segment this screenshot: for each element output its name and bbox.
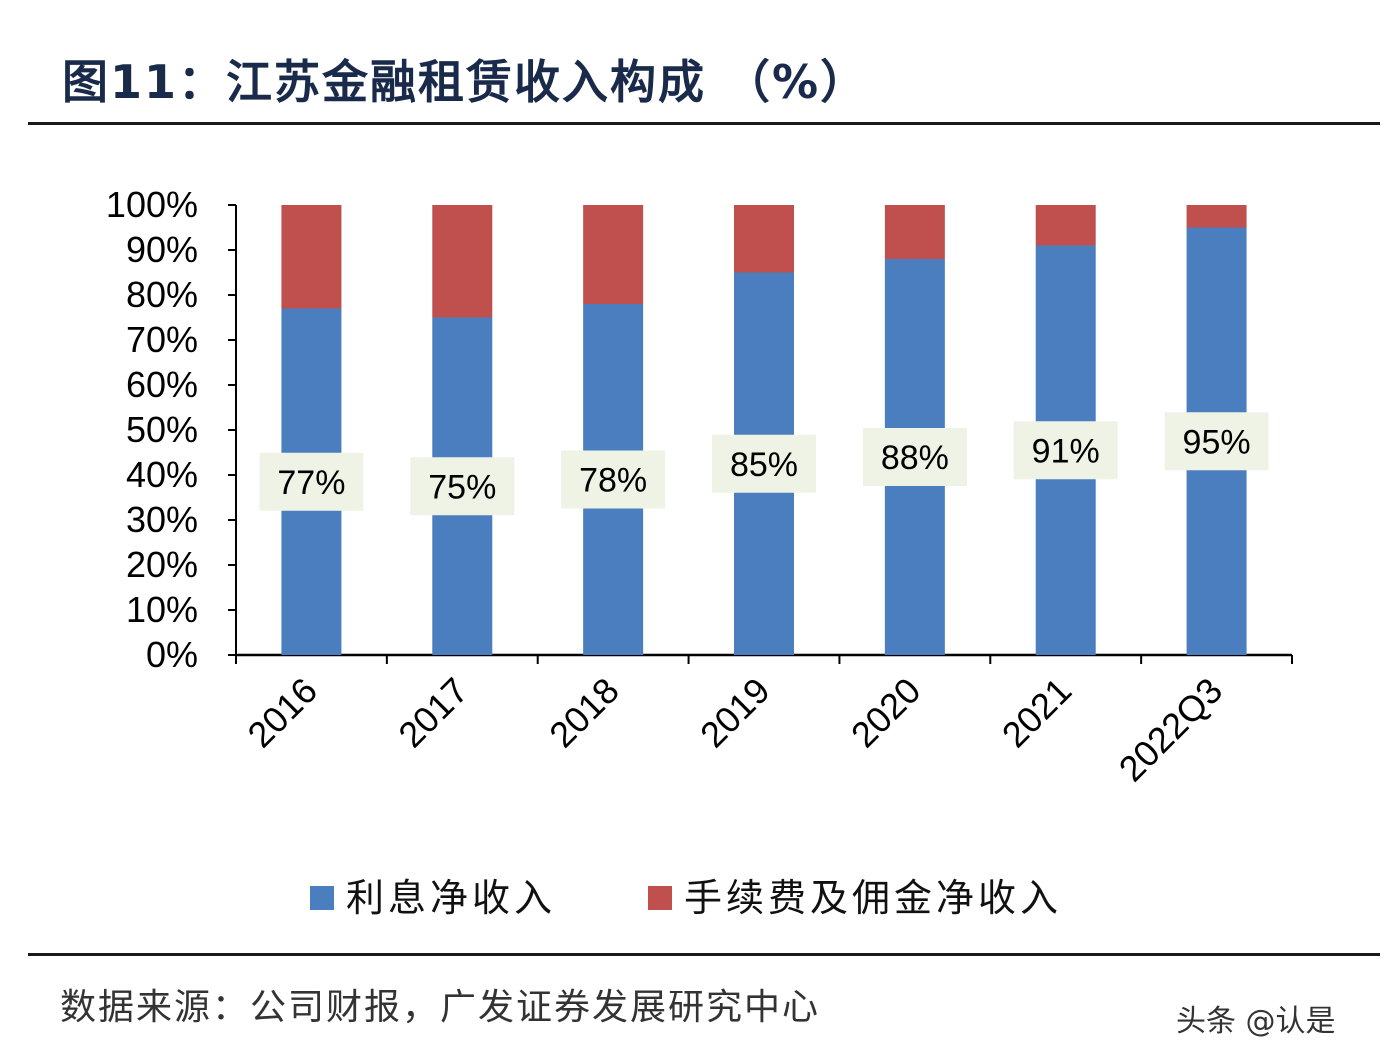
figure-title: 图11：江苏金融租赁收入构成 （%） [62, 55, 869, 109]
data-label: 75% [428, 468, 496, 506]
bar-fee [281, 205, 342, 309]
data-label-box [561, 450, 666, 509]
y-tick-label: 20% [126, 544, 198, 585]
data-label-box [410, 457, 515, 516]
y-tick-label: 80% [126, 274, 198, 315]
data-label-box [862, 428, 967, 486]
y-tick-label: 70% [126, 319, 198, 360]
legend-swatch [648, 886, 672, 910]
bar-fee [884, 205, 945, 259]
y-tick-label: 100% [106, 184, 198, 225]
y-tick-label: 40% [126, 454, 198, 495]
x-tick-label: 2021 [994, 670, 1080, 756]
y-tick-label: 50% [126, 409, 198, 450]
y-tick-label: 30% [126, 499, 198, 540]
bottom-rule [28, 953, 1380, 956]
bar-fee [1186, 205, 1247, 228]
bar-fee [734, 205, 794, 273]
data-label-box [1013, 421, 1118, 480]
y-tick-label: 60% [126, 364, 198, 405]
data-label-box [712, 434, 816, 493]
bar-fee [1035, 205, 1096, 246]
y-tick-label: 10% [126, 589, 198, 630]
legend-label: 利息净收入 [346, 876, 556, 920]
y-tick-label: 90% [126, 229, 198, 270]
data-label-box [259, 452, 364, 511]
y-tick-label: 0% [146, 634, 198, 675]
bar-fee [583, 205, 644, 304]
watermark: 头条 @认是 [1176, 1004, 1336, 1039]
data-label: 88% [881, 439, 949, 477]
data-label: 77% [277, 464, 345, 502]
data-label: 78% [579, 462, 647, 500]
source-note: 数据来源：公司财报，广发证券发展研究中心 [60, 987, 821, 1028]
data-label-box [1164, 412, 1269, 471]
x-tick-label: 2017 [390, 670, 476, 756]
legend-swatch [310, 886, 334, 910]
data-label: 91% [1032, 432, 1100, 470]
x-tick-label: 2019 [692, 670, 778, 756]
x-tick-label: 2016 [239, 670, 325, 756]
data-label: 85% [730, 446, 798, 484]
x-tick-label: 2018 [541, 670, 627, 756]
x-tick-label: 2020 [843, 670, 929, 756]
top-rule [28, 122, 1380, 125]
data-label: 95% [1183, 423, 1251, 461]
bar-fee [432, 205, 493, 318]
x-tick-label: 2022Q3 [1111, 670, 1231, 790]
legend-label: 手续费及佣金净收入 [684, 876, 1062, 920]
